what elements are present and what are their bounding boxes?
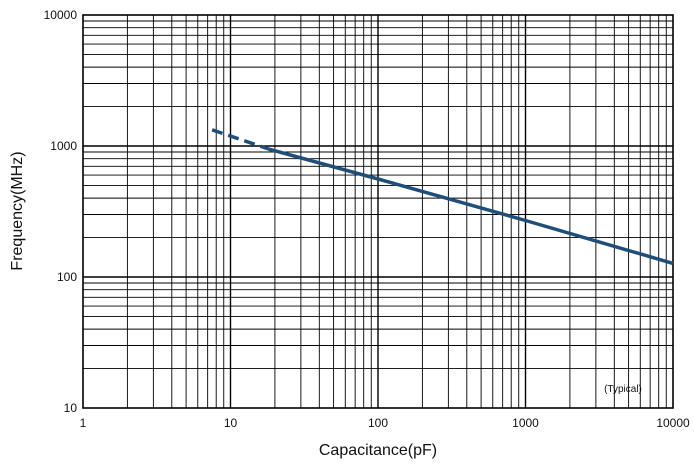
y-tick-label: 10 bbox=[64, 401, 78, 415]
y-axis-label: Frequency(MHz) bbox=[9, 151, 26, 270]
y-tick-label: 1000 bbox=[50, 139, 77, 153]
grid bbox=[83, 15, 673, 408]
series-line-dashed bbox=[211, 128, 269, 151]
series-line-solid bbox=[267, 147, 674, 266]
x-tick-label: 1 bbox=[80, 416, 87, 430]
x-tick-label: 1000 bbox=[512, 416, 539, 430]
y-tick-labels: 10 100 1000 10000 bbox=[44, 8, 78, 415]
plot-frame bbox=[82, 14, 674, 409]
x-tick-labels: 1 10 100 1000 10000 bbox=[80, 416, 690, 430]
x-axis-label: Capacitance(pF) bbox=[319, 442, 437, 459]
typical-annotation: (Typical) bbox=[604, 384, 642, 395]
x-tick-label: 10 bbox=[224, 416, 238, 430]
y-tick-label: 100 bbox=[57, 270, 77, 284]
x-tick-label: 10000 bbox=[656, 416, 690, 430]
y-tick-label: 10000 bbox=[44, 8, 78, 22]
x-tick-label: 100 bbox=[368, 416, 388, 430]
series-group bbox=[211, 128, 674, 266]
